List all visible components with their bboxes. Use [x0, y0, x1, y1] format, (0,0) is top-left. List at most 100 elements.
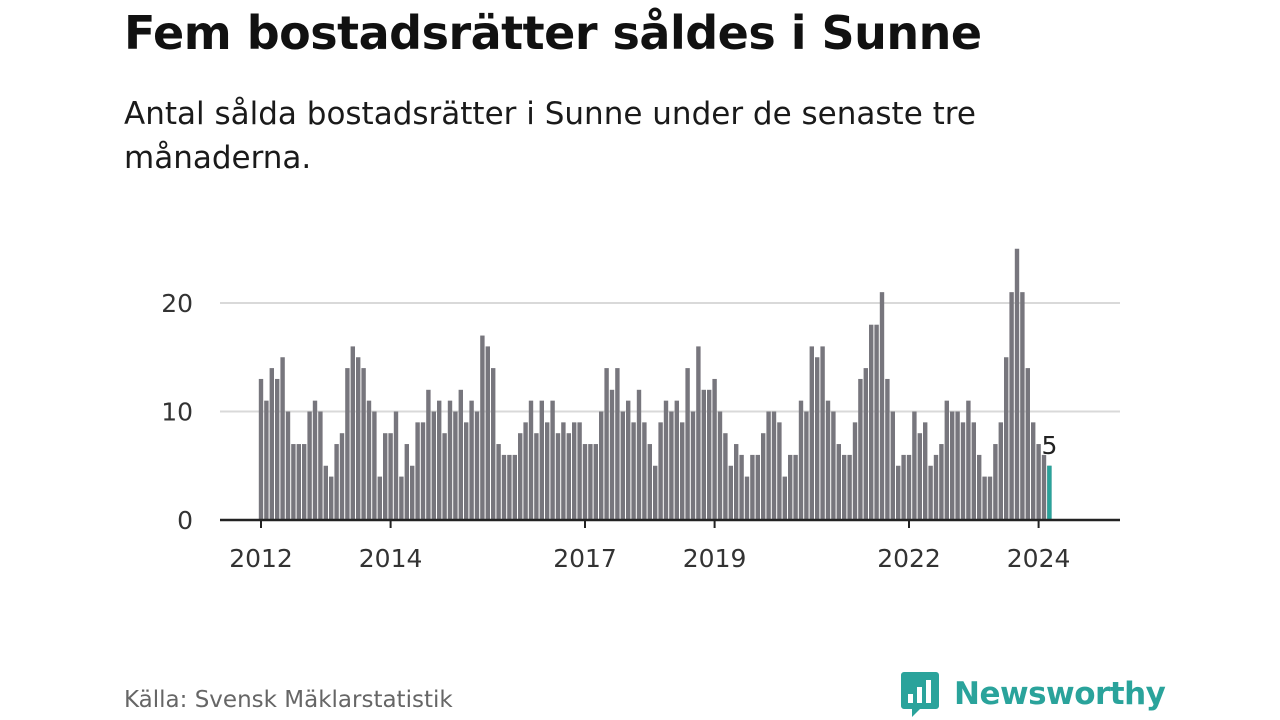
- bar: [496, 444, 501, 520]
- bar: [512, 454, 517, 520]
- bar: [388, 433, 393, 520]
- bar: [1031, 422, 1036, 520]
- bar: [296, 444, 301, 520]
- bar: [1025, 368, 1030, 520]
- bar: [842, 454, 847, 520]
- bar: [944, 400, 949, 520]
- bar: [447, 400, 453, 520]
- bar: [653, 465, 658, 520]
- bar: [393, 411, 399, 520]
- bar: [318, 411, 323, 520]
- bar: [1009, 292, 1014, 520]
- bar: [453, 411, 458, 520]
- bar: [291, 444, 296, 520]
- bar: [750, 454, 755, 520]
- bar: [329, 476, 334, 520]
- bar: [420, 422, 426, 520]
- x-tick-label: 2012: [229, 544, 293, 573]
- bar: [723, 433, 728, 520]
- bar: [501, 454, 507, 520]
- bar: [269, 368, 274, 520]
- bar: [744, 476, 750, 520]
- bar: [852, 422, 858, 520]
- bar: [582, 444, 588, 520]
- bar: [302, 444, 307, 520]
- bar: [437, 400, 442, 520]
- bar: [572, 422, 577, 520]
- bar: [674, 400, 679, 520]
- bar: [464, 422, 469, 520]
- bar: [366, 400, 372, 520]
- bar: [307, 411, 312, 520]
- bar: [593, 444, 598, 520]
- bar: [847, 454, 852, 520]
- bar: [777, 422, 782, 520]
- bar: [285, 411, 291, 520]
- bar: [820, 346, 825, 520]
- bar: [275, 378, 280, 520]
- bar: [707, 389, 712, 520]
- bar: [658, 422, 663, 520]
- bar: [928, 465, 933, 520]
- bar: [323, 465, 328, 520]
- bar: [555, 433, 561, 520]
- bar: [399, 476, 404, 520]
- bar: [550, 400, 555, 520]
- bar: [280, 357, 285, 520]
- bar: [885, 378, 890, 520]
- bar: [798, 400, 804, 520]
- brand-logo: Newsworthy: [900, 670, 1166, 718]
- bar: [383, 433, 388, 520]
- bar: [982, 476, 987, 520]
- bar: [701, 389, 706, 520]
- bar: [442, 433, 447, 520]
- bar: [712, 378, 717, 520]
- bar: [955, 411, 960, 520]
- bar: [339, 433, 345, 520]
- bar: [528, 400, 534, 520]
- bar: [258, 378, 264, 520]
- bar: [561, 422, 566, 520]
- x-tick-label: 2022: [877, 544, 941, 573]
- bar: [615, 368, 620, 520]
- bar: [599, 411, 604, 520]
- bar: [350, 346, 355, 520]
- bar: [890, 411, 895, 520]
- bar: [977, 454, 982, 520]
- bar: [642, 422, 647, 520]
- data-label: 5: [1041, 431, 1057, 460]
- bar: [404, 444, 409, 520]
- bar: [334, 444, 339, 520]
- bar: [545, 422, 550, 520]
- bar: [809, 346, 814, 520]
- bar: [863, 368, 868, 520]
- bar: [1020, 292, 1025, 520]
- bar: [372, 411, 377, 520]
- bar: [766, 411, 771, 520]
- bar: [312, 400, 318, 520]
- bar: [458, 389, 463, 520]
- axes: [220, 518, 1120, 528]
- bar: [523, 422, 528, 520]
- chart-subtitle: Antal sålda bostadsrätter i Sunne under …: [124, 96, 976, 176]
- bar: [734, 444, 739, 520]
- bar: [264, 400, 269, 520]
- x-tick-label: 2014: [359, 544, 423, 573]
- bar: [825, 400, 831, 520]
- bar: [577, 422, 582, 520]
- chart-title: Fem bostadsrätter såldes i Sunne: [124, 6, 982, 60]
- bar: [728, 465, 733, 520]
- bar: [755, 454, 760, 520]
- bar: [761, 433, 766, 520]
- bar: [1014, 248, 1020, 520]
- bar: [739, 454, 744, 520]
- brand-name: Newsworthy: [954, 676, 1166, 712]
- bar: [1041, 454, 1047, 520]
- bar: [993, 444, 998, 520]
- bar: [923, 422, 928, 520]
- source-note: Källa: Svensk Mäklarstatistik: [124, 687, 453, 713]
- bar: [469, 400, 474, 520]
- bar: [906, 454, 912, 520]
- bar: [1036, 444, 1041, 520]
